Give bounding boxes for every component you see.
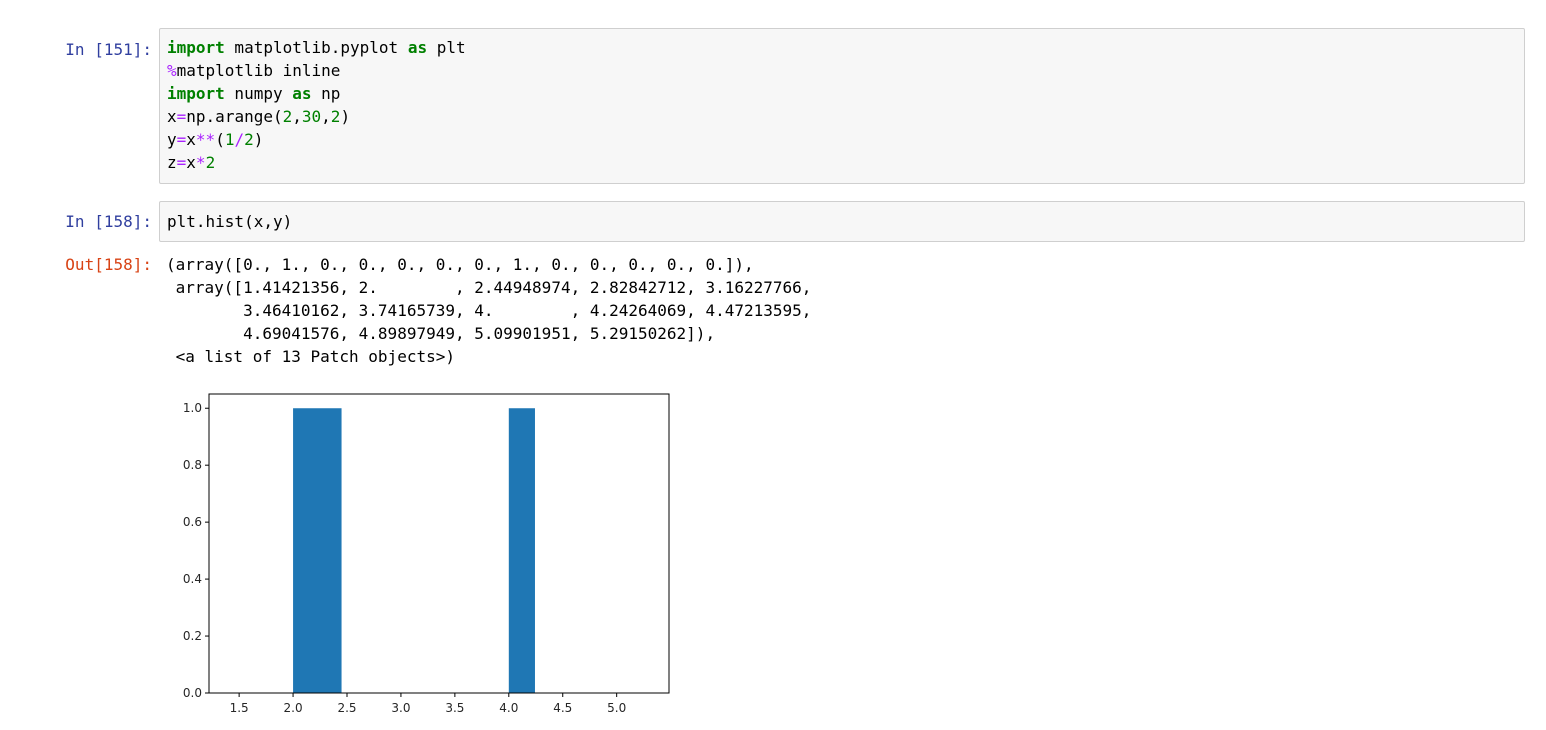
- output-line: 4.69041576, 4.89897949, 5.09901951, 5.29…: [166, 324, 716, 343]
- code-token: 2: [244, 130, 254, 149]
- x-tick-label: 2.5: [337, 701, 356, 715]
- x-tick-label: 3.0: [391, 701, 410, 715]
- y-tick-label: 1.0: [183, 401, 202, 415]
- code-token: ): [340, 107, 351, 126]
- plot-background: [209, 394, 669, 693]
- output-line: (array([0., 1., 0., 0., 0., 0., 0., 1., …: [166, 255, 754, 274]
- code-token: as: [292, 84, 312, 103]
- code-token: matplotlib inline: [176, 61, 341, 80]
- code-token: plt.hist(x,y): [167, 212, 293, 231]
- x-tick-label: 4.5: [553, 701, 572, 715]
- code-line: import matplotlib.pyplot as plt: [167, 36, 466, 59]
- x-tick-label: 1.5: [230, 701, 249, 715]
- output-prompt: Out[158]:: [65, 255, 152, 274]
- y-tick-label: 0.2: [183, 629, 202, 643]
- code-token: %: [167, 61, 177, 80]
- code-token: y: [167, 130, 177, 149]
- x-tick-label: 4.0: [499, 701, 518, 715]
- code-token: ,: [292, 107, 302, 126]
- code-line: %matplotlib inline: [167, 59, 466, 82]
- code-token: import: [167, 38, 225, 57]
- code-token: /: [234, 130, 245, 149]
- histogram-bar: [508, 408, 535, 693]
- y-tick-label: 0.8: [183, 458, 202, 472]
- code-token: x: [186, 130, 196, 149]
- code-editor[interactable]: plt.hist(x,y): [167, 210, 292, 233]
- code-token: as: [407, 38, 428, 57]
- output-text: (array([0., 1., 0., 0., 0., 0., 0., 1., …: [166, 253, 811, 368]
- x-tick-label: 2.0: [284, 701, 303, 715]
- code-token: 2: [282, 107, 293, 126]
- code-input-area[interactable]: plt.hist(x,y): [159, 201, 1525, 242]
- code-token: plt: [427, 38, 466, 57]
- code-token: =: [176, 107, 187, 126]
- output-line: 3.46410162, 3.74165739, 4. , 4.24264069,…: [166, 301, 812, 320]
- y-tick-label: 0.0: [183, 686, 202, 700]
- code-token: =: [176, 130, 187, 149]
- code-token: (: [215, 130, 225, 149]
- code-token: **: [195, 130, 216, 149]
- code-token: z: [167, 153, 177, 172]
- code-line: plt.hist(x,y): [167, 210, 292, 233]
- code-token: ,: [321, 107, 331, 126]
- input-prompt: In [158]:: [65, 212, 152, 231]
- code-token: 2: [330, 107, 341, 126]
- code-token: x: [167, 107, 177, 126]
- x-tick-label: 5.0: [607, 701, 626, 715]
- plot-frame: [208, 393, 670, 694]
- code-line: import numpy as np: [167, 82, 466, 105]
- code-token: =: [176, 153, 187, 172]
- histogram-bar: [293, 408, 342, 693]
- code-editor[interactable]: import matplotlib.pyplot as plt %matplotl…: [167, 36, 466, 174]
- code-token: np.arange(: [186, 107, 283, 126]
- code-token: numpy: [224, 84, 293, 103]
- code-input-area[interactable]: import matplotlib.pyplot as plt %matplotl…: [159, 28, 1525, 184]
- code-token: x: [186, 153, 196, 172]
- code-token: import: [167, 84, 225, 103]
- input-prompt: In [151]:: [65, 40, 152, 59]
- code-token: 2: [205, 153, 216, 172]
- code-token: matplotlib.pyplot: [224, 38, 408, 57]
- code-token: *: [195, 153, 206, 172]
- histogram-plot: 1.5 2.0 2.5 3.0 3.5 4.0 4.5 5.0 0.0 0.2 0.4 0.6 0.8 1…: [183, 393, 670, 715]
- x-tick-label: 3.5: [445, 701, 464, 715]
- code-line: x=np.arange(2,30,2): [167, 105, 466, 128]
- output-line: <a list of 13 Patch objects>): [166, 347, 455, 366]
- y-tick-label: 0.6: [183, 515, 202, 529]
- y-tick-label: 0.4: [183, 572, 202, 586]
- code-token: 1: [224, 130, 235, 149]
- code-token: np: [311, 84, 341, 103]
- code-line: y=x**(1/2): [167, 128, 466, 151]
- code-token: 30: [301, 107, 322, 126]
- code-line: z=x*2: [167, 151, 466, 174]
- code-token: ): [253, 130, 264, 149]
- output-line: array([1.41421356, 2. , 2.44948974, 2.82…: [166, 278, 812, 297]
